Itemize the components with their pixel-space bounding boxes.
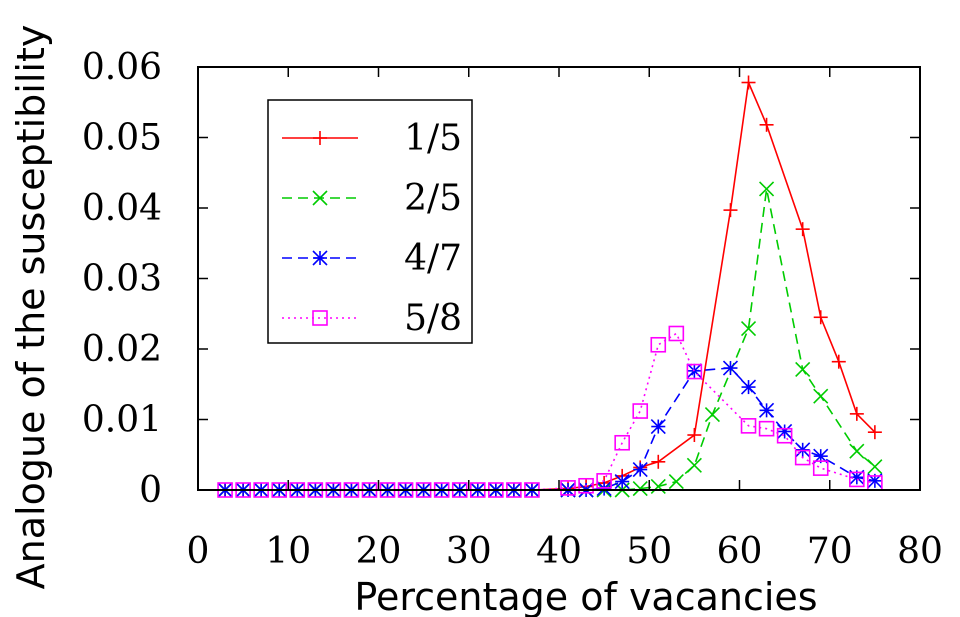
data-point xyxy=(867,425,882,440)
data-point xyxy=(741,75,756,90)
data-point xyxy=(632,481,648,497)
legend-entry-1: 1/5 xyxy=(282,118,462,159)
legend-marker xyxy=(312,250,328,266)
legend: 1/5 2/5 4/7 5/8 xyxy=(267,99,473,344)
legend-marker xyxy=(313,131,327,145)
data-point xyxy=(849,406,864,421)
data-point xyxy=(723,203,738,218)
data-point xyxy=(795,222,810,237)
data-point xyxy=(560,480,576,496)
data-point xyxy=(632,403,649,419)
x-tick-label: 10 xyxy=(265,531,311,572)
data-point xyxy=(668,473,684,490)
data-point xyxy=(794,449,811,466)
y-tick-label: 0.01 xyxy=(82,400,162,441)
legend-marker xyxy=(312,310,328,326)
data-point xyxy=(740,418,757,434)
axis-ticks: 0 10 20 30 40 50 60 70 80 0 0.01 0.02 0.03 0.04 0.05 0.… xyxy=(82,47,943,572)
legend-entry-2: 2/5 xyxy=(282,178,462,219)
data-point xyxy=(759,402,775,418)
legend-entry-4: 5/8 xyxy=(282,298,462,339)
data-point xyxy=(722,360,739,376)
data-point xyxy=(650,478,666,495)
data-point xyxy=(776,427,793,444)
data-point xyxy=(758,420,775,437)
x-tick-label: 50 xyxy=(626,531,672,572)
y-tick-label: 0.02 xyxy=(82,329,162,370)
data-point xyxy=(632,461,648,478)
data-point xyxy=(849,443,865,459)
data-point xyxy=(704,406,720,423)
data-point xyxy=(813,388,829,404)
y-tick-label: 0 xyxy=(139,470,162,511)
legend-label: 1/5 xyxy=(404,118,462,159)
data-point xyxy=(795,361,811,378)
data-point xyxy=(777,423,793,440)
series-4 xyxy=(217,325,883,498)
data-point xyxy=(686,363,703,380)
series-line xyxy=(225,332,876,491)
y-axis-label: Analogue of the susceptibility xyxy=(9,25,53,590)
data-point xyxy=(812,460,829,476)
x-tick-label: 70 xyxy=(807,531,853,572)
y-tick-label: 0.06 xyxy=(82,47,162,88)
data-point xyxy=(759,181,775,197)
legend-label: 2/5 xyxy=(404,178,462,219)
x-tick-label: 30 xyxy=(446,531,492,572)
y-tick-label: 0.05 xyxy=(82,118,162,159)
x-tick-label: 0 xyxy=(187,531,210,572)
data-point xyxy=(651,454,666,469)
data-point xyxy=(687,428,702,443)
x-tick-label: 20 xyxy=(356,531,402,572)
legend-box xyxy=(267,99,473,344)
legend-entry-3: 4/7 xyxy=(282,238,462,279)
data-point xyxy=(686,457,702,473)
y-tick-label: 0.04 xyxy=(82,188,162,229)
data-point xyxy=(596,473,612,489)
data-point xyxy=(614,434,630,451)
legend-label: 4/7 xyxy=(404,238,462,279)
data-point xyxy=(831,354,846,369)
data-point xyxy=(740,320,757,337)
data-point xyxy=(759,117,774,132)
data-point xyxy=(867,459,883,475)
data-point xyxy=(668,325,685,342)
data-point xyxy=(740,379,757,395)
data-point xyxy=(614,473,630,490)
data-point xyxy=(813,310,828,325)
y-tick-label: 0.03 xyxy=(82,259,162,300)
data-point xyxy=(849,471,865,488)
x-tick-label: 80 xyxy=(897,531,943,572)
legend-label: 5/8 xyxy=(404,298,462,339)
x-tick-label: 40 xyxy=(536,531,582,572)
data-point xyxy=(650,336,667,353)
x-tick-label: 60 xyxy=(717,531,763,572)
data-point xyxy=(578,477,594,494)
data-point xyxy=(650,418,666,435)
legend-marker xyxy=(312,190,328,206)
x-axis-label: Percentage of vacancies xyxy=(354,575,817,617)
